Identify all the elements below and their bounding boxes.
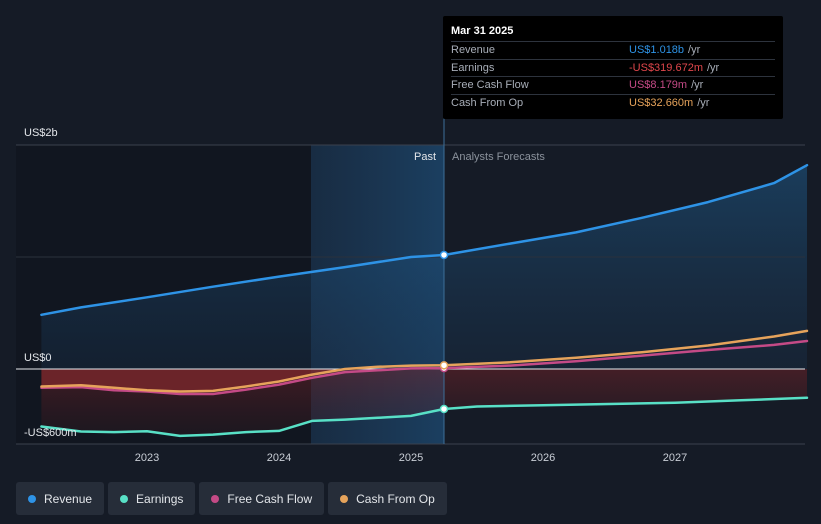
legend-dot-icon [120,494,129,503]
tooltip-row-label: Free Cash Flow [451,79,529,91]
financial-chart: US$2b US$0 -US$600m Past Analysts Forecasts 2… [16,94,809,464]
legend-label: Revenue [44,491,93,506]
y-label-bottom: -US$600m [24,427,77,439]
tooltip-row-value: US$1.018b [629,44,685,56]
legend-label: Free Cash Flow [227,491,313,506]
legend-label: Earnings [136,491,184,506]
cfo-line [40,329,809,393]
legend-dot-icon [211,494,220,503]
revenue-line [40,163,809,317]
tooltip-row-label: Earnings [451,61,495,74]
legend: Revenue Earnings Free Cash Flow Cash From O… [16,482,447,515]
revenue-area [41,165,807,369]
legend-item-revenue[interactable]: Revenue [16,482,105,515]
past-label: Past [414,151,436,163]
legend-dot-icon [340,494,349,503]
cfo-point [439,361,449,370]
tooltip-row-unit: /yr [707,61,720,74]
x-tick-2027: 2027 [663,452,687,464]
tooltip-row-label: Cash From Op [451,96,524,109]
negative-cash-area [41,369,807,392]
x-tick-2025: 2025 [399,452,423,464]
tooltip-row: Earnings -US$319.672m/yr [451,58,775,77]
legend-dot-icon [28,494,36,503]
tooltip-row-label: Revenue [451,44,496,56]
forecast-label: Analysts Forecasts [452,151,545,163]
tooltip-row: Free Cash Flow US$8.179m/yr [451,76,775,94]
tooltip-row: Revenue US$1.018b/yr [451,41,775,59]
tooltip-date: Mar 31 2025 [451,25,514,37]
x-tick-2023: 2023 [135,452,159,464]
tooltip-row-value: -US$319.672m [629,61,703,74]
negative-area [41,369,807,436]
legend-item-earnings[interactable]: Earnings [108,482,196,515]
y-label-top: US$2b [24,127,58,139]
legend-label: Cash From Op [356,491,435,506]
tooltip-row-unit: /yr [691,79,704,91]
tooltip-row-value: US$32.660m [629,96,694,109]
earnings-line [40,396,809,438]
tooltip-row-unit: /yr [697,96,710,109]
x-tick-2026: 2026 [531,452,555,464]
tooltip-row-value: US$8.179m [629,79,688,91]
y-label-zero: US$0 [24,352,52,364]
tooltip-row: Cash From Op US$32.660m/yr [451,93,775,112]
earnings-point [439,404,449,414]
legend-item-cash-from-op[interactable]: Cash From Op [328,482,447,515]
tooltip: Mar 31 2025 Revenue US$1.018b/yr Earnings -… [443,16,783,119]
tooltip-row-unit: /yr [688,44,701,56]
legend-item-free-cash-flow[interactable]: Free Cash Flow [199,482,325,515]
revenue-point [439,250,449,260]
x-tick-2024: 2024 [267,452,291,464]
